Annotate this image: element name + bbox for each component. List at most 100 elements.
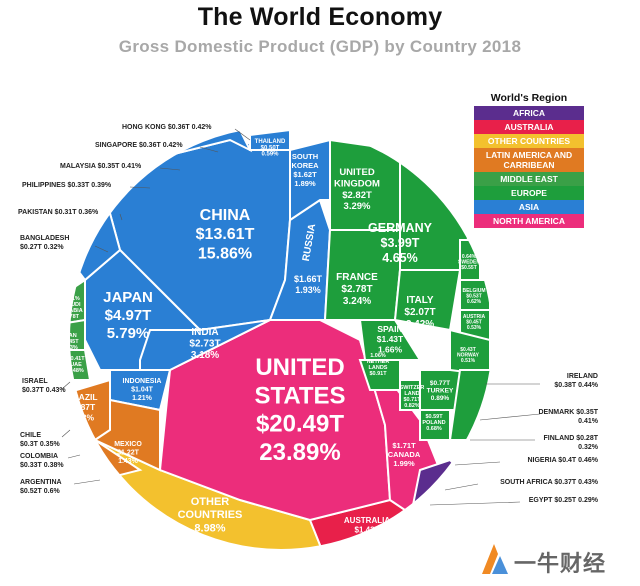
label-brazil: BRAZIL $1.87T 2.18% xyxy=(66,392,97,422)
leader-singapore xyxy=(199,146,219,153)
label-line: 0.89% xyxy=(431,395,450,402)
label-sweden: 0.64% SWEDEN $0.55T xyxy=(458,254,480,271)
callout-line: PAKISTAN $0.31T 0.36% xyxy=(18,209,99,216)
leader-pakistan xyxy=(119,213,123,221)
label-line: $0.53T xyxy=(466,294,482,300)
label-line: 1.67% xyxy=(356,535,379,544)
label-line: $0.41T xyxy=(67,356,85,362)
label-france: FRANCE $2.78T 3.24% xyxy=(336,272,378,307)
label-line: $13.61T xyxy=(196,226,255,243)
callout-line: 0.32% xyxy=(578,444,599,451)
label-russia: $1.66T 1.93% xyxy=(294,274,323,295)
callout-line: $0.52T 0.6% xyxy=(20,488,60,495)
callout-line: EGYPT $0.25T 0.29% xyxy=(529,497,599,504)
leader-colombia xyxy=(67,454,81,459)
label-line: 23.89% xyxy=(259,439,340,466)
callout-line: PHILIPPINES $0.33T 0.39% xyxy=(22,182,112,189)
label-line: AUSTRALIA xyxy=(344,516,390,525)
legend-item-latin-america-and-carribean: LATIN AMERICA AND CARRIBEAN xyxy=(474,148,584,172)
label-line: 0.53% xyxy=(467,325,482,331)
callout-ireland: IRELAND $0.38T 0.44% xyxy=(554,373,598,389)
label-line: CHINA xyxy=(200,207,251,224)
callout-israel: ISRAEL $0.37T 0.43% xyxy=(22,378,66,394)
callout-southafrica: SOUTH AFRICA $0.37T 0.43% xyxy=(500,479,599,486)
label-turkey: $0.77T TURKEY 0.89% xyxy=(427,380,454,402)
watermark-text: 一牛财经 xyxy=(514,552,607,577)
callout-line: HONG KONG $0.36T 0.42% xyxy=(122,124,212,131)
label-line: KOREA xyxy=(291,161,319,170)
label-japan: JAPAN $4.97T 5.79% xyxy=(103,289,153,342)
callout-bangladesh: BANGLADESH $0.27T 0.32% xyxy=(20,235,69,251)
label-line: $2.78T xyxy=(341,284,372,295)
callout-line: MALAYSIA $0.35T 0.41% xyxy=(60,163,142,170)
callout-line: FINLAND $0.28T xyxy=(544,435,599,442)
leader-egypt xyxy=(429,501,521,506)
leader-israel xyxy=(61,381,71,390)
callout-chile: CHILE $0.3T 0.35% xyxy=(20,432,60,448)
label-austria: AUSTRIA $0.45T 0.53% xyxy=(463,314,486,331)
label-line: $1.62T xyxy=(293,170,317,179)
callout-line: IRELAND xyxy=(567,373,598,380)
label-line: CANADA xyxy=(388,450,421,459)
label-line: 2.18% xyxy=(70,412,95,422)
label-us: UNITED STATES $20.49T 23.89% xyxy=(254,354,345,466)
cell-mexico xyxy=(92,398,161,472)
callout-line: $0.38T 0.44% xyxy=(554,382,598,389)
chart-outline xyxy=(68,125,494,551)
legend-item-middle-east: MIDDLE EAST xyxy=(474,172,584,186)
label-uae: $0.41T UAE 0.48% xyxy=(67,356,85,374)
label-line: 0.64% xyxy=(462,254,477,260)
callout-line: ISRAEL xyxy=(22,378,48,385)
label-line: POLAND xyxy=(422,420,445,426)
cell-uae xyxy=(69,349,92,381)
callout-egypt: EGYPT $0.25T 0.29% xyxy=(529,497,599,504)
label-line: NETHER xyxy=(367,359,390,365)
label-line: $1.43T xyxy=(355,526,380,535)
label-line: $2.73T xyxy=(189,339,220,350)
label-line: $2.82T xyxy=(342,190,372,201)
leader-chile xyxy=(61,429,71,438)
label-line: 3.18% xyxy=(191,350,219,361)
label-india: INDIA $2.73T 3.18% xyxy=(189,327,220,361)
label-line: 1.43% xyxy=(118,458,139,465)
label-line: $0.55T xyxy=(461,265,477,271)
legend-item-other-countries: OTHER COUNTRIES xyxy=(474,134,584,148)
label-line: LAND xyxy=(404,391,419,397)
leader-malaysia xyxy=(159,167,181,171)
leader-hongkong xyxy=(234,128,251,141)
label-line: 0.59% xyxy=(261,152,279,158)
leader-nigeria xyxy=(454,461,501,466)
callout-argentina: ARGENTINA $0.52T 0.6% xyxy=(20,479,62,495)
label-mexico: MEXICO $1.22T 1.43% xyxy=(114,441,142,465)
label-line: JAPAN xyxy=(103,289,153,306)
callout-philippines: PHILIPPINES $0.33T 0.39% xyxy=(22,182,112,189)
callout-line: SINGAPORE $0.36T 0.42% xyxy=(95,142,183,149)
label-line: MEXICO xyxy=(114,441,142,448)
label-line: OTHER xyxy=(191,496,230,508)
label-line: 0.68% xyxy=(426,426,442,432)
label-line: $0.45T xyxy=(466,320,482,326)
label-line: 1.99% xyxy=(393,459,415,468)
label-line: 1.06% xyxy=(370,353,386,359)
label-line: SAUDI xyxy=(63,302,81,308)
cell-korea xyxy=(289,138,331,222)
label-line: 1.21% xyxy=(132,395,153,402)
label-line: 0.82% xyxy=(404,403,420,409)
label-line: 0.48% xyxy=(68,368,84,374)
label-thailand: THAILAND $0.50T 0.59% xyxy=(255,139,286,158)
label-line: STATES xyxy=(254,382,345,409)
callout-hongkong: HONG KONG $0.36T 0.42% xyxy=(122,124,212,131)
leader-philippines xyxy=(129,186,151,189)
callout-line: $0.27T 0.32% xyxy=(20,244,64,251)
legend-item-africa: AFRICA xyxy=(474,106,584,120)
leader-bangladesh xyxy=(94,245,109,253)
label-line: $0.45T xyxy=(61,339,79,345)
label-line: ARABIA xyxy=(61,308,82,314)
label-line: 0.51% xyxy=(461,358,476,364)
callout-malaysia: MALAYSIA $0.35T 0.41% xyxy=(60,163,142,170)
label-line: BELGIUM xyxy=(462,288,485,294)
label-line: 0.53% xyxy=(62,345,78,351)
label-indonesia: INDONESIA $1.04T 1.21% xyxy=(123,378,162,402)
label-line: BRAZIL xyxy=(66,392,97,402)
